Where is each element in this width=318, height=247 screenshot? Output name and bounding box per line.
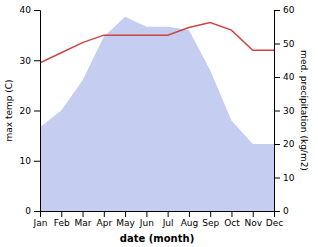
x-axis-line [41, 212, 275, 218]
x-axis-tick: Nov [244, 211, 262, 228]
y-axis-tick-mark [34, 211, 40, 212]
x-axis-tick-label: Sep [202, 218, 219, 228]
x-axis-tick: Mar [75, 211, 92, 228]
y2-axis-tick-mark [274, 211, 280, 212]
x-axis-tick-mark [231, 211, 232, 217]
y2-axis-tick-label: 0 [283, 206, 289, 216]
y2-axis-title: med. precipitation (kg/m2) [299, 50, 309, 171]
x-axis-tick-mark [189, 211, 190, 217]
x-axis-tick-label: Apr [97, 218, 113, 228]
x-axis-tick: Apr [97, 211, 113, 228]
x-axis-tick-mark [104, 211, 105, 217]
y2-axis-tick-mark [274, 178, 280, 179]
x-axis: Jan Feb Mar AprMay Jun Jul AugSep Oct Nov Dec [33, 211, 284, 228]
y-axis-tick: 20 [20, 106, 40, 116]
y-axis-tick-label: 0 [25, 206, 31, 216]
x-axis-tick: May [116, 211, 135, 228]
y2-axis-tick: 60 [274, 5, 295, 15]
x-axis-tick-mark [253, 211, 254, 217]
y2-axis-tick-mark [274, 44, 280, 45]
y2-axis-tick: 50 [274, 39, 295, 49]
y-axis-tick: 10 [20, 156, 40, 166]
y-axis-line [34, 11, 41, 212]
x-axis-tick-mark [83, 211, 84, 217]
x-axis-tick-label: Aug [181, 218, 199, 228]
y-axis-tick-mark [34, 60, 40, 61]
y-axis-tick-label: 20 [20, 106, 32, 116]
x-axis-tick: Sep [202, 211, 219, 228]
x-axis-tick-mark [168, 211, 169, 217]
area [40, 17, 274, 211]
x-axis-tick-label: May [116, 218, 135, 228]
y-axis: 0 10 20 30 40 [20, 5, 41, 216]
x-axis-tick: Dec [266, 211, 283, 228]
x-axis-tick-mark [210, 211, 211, 217]
x-axis-tick: Jul [162, 211, 174, 228]
y-axis-tick-mark [34, 161, 40, 162]
x-axis-tick: Jan [33, 211, 48, 228]
y2-axis-tick-label: 20 [283, 139, 295, 149]
x-axis-tick: Oct [224, 211, 240, 228]
y2-axis-tick-label: 50 [283, 39, 295, 49]
x-axis-tick-mark [146, 211, 147, 217]
y2-axis-tick-label: 60 [283, 5, 295, 15]
x-axis-tick-label: Jan [33, 218, 48, 228]
x-axis-tick: Jun [139, 211, 154, 228]
x-axis-tick-label: Feb [54, 218, 70, 228]
y2-axis-tick: 40 [274, 72, 295, 82]
y-axis-tick-label: 40 [20, 5, 32, 15]
y-axis-tick: 40 [20, 5, 40, 15]
y2-axis-tick-label: 40 [283, 72, 295, 82]
x-axis-tick-label: Nov [244, 218, 262, 228]
y2-axis-tick-mark [274, 10, 280, 11]
x-axis-tick-mark [61, 211, 62, 217]
x-axis-tick-label: Jun [139, 218, 154, 228]
y2-axis-tick: 20 [274, 139, 295, 149]
line [40, 23, 274, 63]
y2-axis-tick: 10 [274, 173, 295, 183]
chart-svg: JanFebMarAprMayJunJulAugSepOctNovDec0102… [0, 0, 318, 247]
y-axis-tick: 0 [25, 206, 40, 216]
y-axis-title: max temp (C) [4, 79, 14, 141]
x-axis-tick: Aug [181, 211, 199, 228]
x-axis-tick-label: Oct [224, 218, 240, 228]
chart-container: JanFebMarAprMayJunJulAugSepOctNovDec0102… [0, 0, 318, 247]
y-axis-tick-label: 30 [20, 56, 32, 66]
y2-axis: 0 10 20 30 40 50 60 [274, 5, 295, 216]
x-axis-tick-label: Mar [75, 218, 92, 228]
x-axis-tick: Feb [54, 211, 70, 228]
y2-axis-tick-mark [274, 144, 280, 145]
x-axis-title: date (month) [120, 233, 194, 244]
marks [40, 17, 274, 211]
y2-axis-tick-label: 30 [283, 106, 295, 116]
y2-axis-line [275, 11, 281, 212]
y-axis-tick-mark [34, 111, 40, 112]
y2-axis-tick-mark [274, 111, 280, 112]
y-axis-tick-mark [34, 10, 40, 11]
x-axis-tick-label: Dec [266, 218, 283, 228]
y2-axis-tick-mark [274, 77, 280, 78]
plot-area: JanFebMarAprMayJunJulAugSepOctNovDec0102… [4, 5, 309, 244]
y2-axis-tick-label: 10 [283, 173, 295, 183]
x-axis-tick-label: Jul [162, 218, 174, 228]
y2-axis-tick: 0 [274, 206, 289, 216]
y-axis-tick-label: 10 [20, 156, 32, 166]
y-axis-tick: 30 [20, 56, 40, 66]
y2-axis-tick: 30 [274, 106, 295, 116]
x-axis-tick-mark [125, 211, 126, 217]
